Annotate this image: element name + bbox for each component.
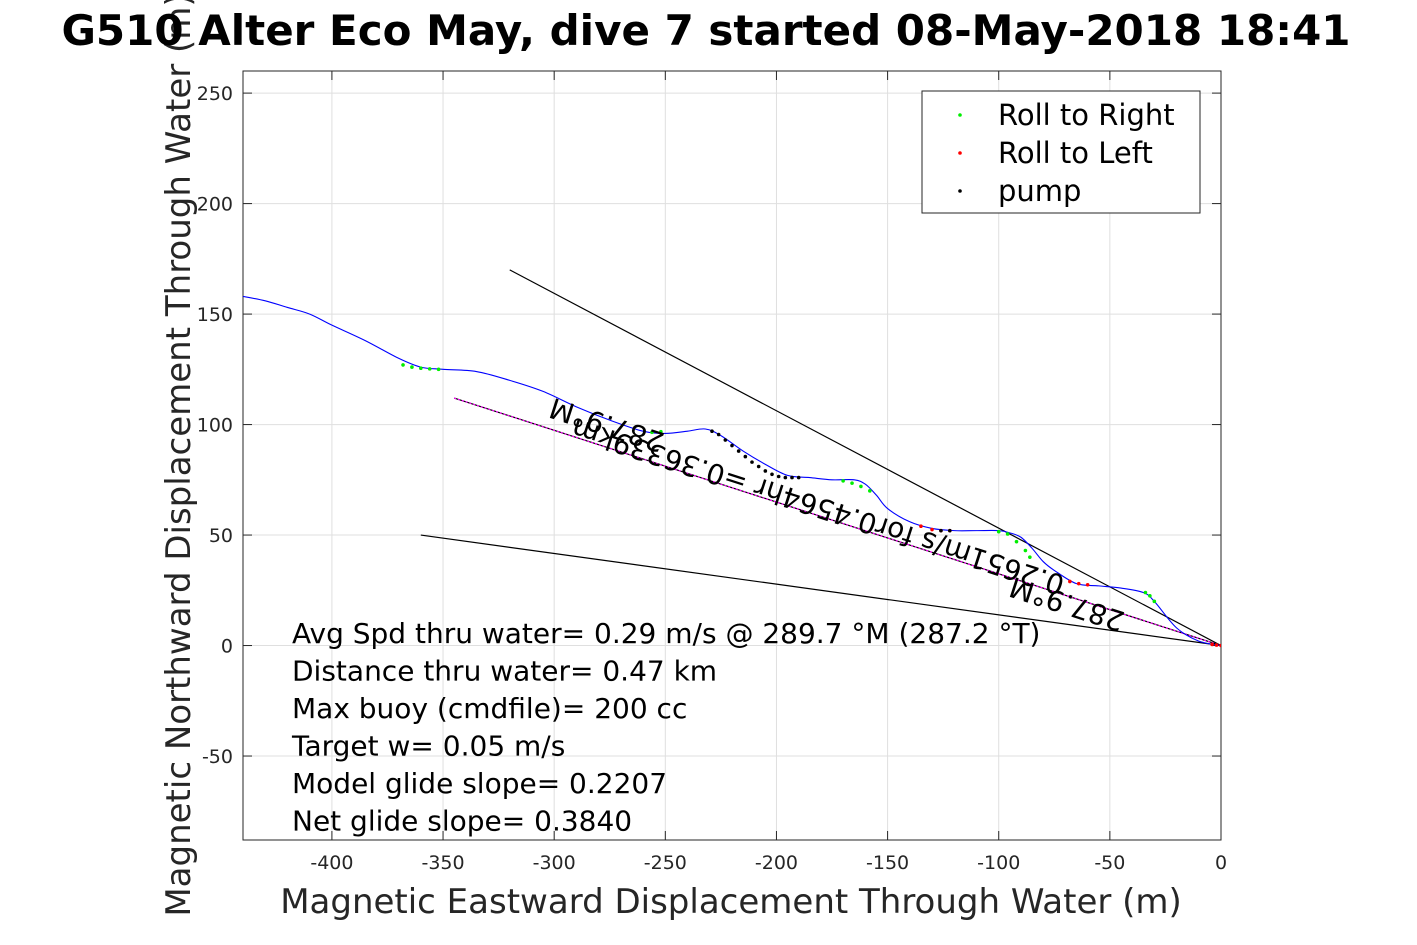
pump-point (750, 460, 754, 464)
stats-line: Max buoy (cmdfile)= 200 cc (292, 692, 687, 725)
roll-left-point (1214, 643, 1219, 647)
y-tick-label: 100 (197, 415, 233, 437)
y-tick-label: 250 (197, 83, 233, 105)
x-tick-label: 0 (1215, 852, 1227, 874)
roll-right-point (1023, 548, 1028, 553)
upper-bound-line (509, 269, 1221, 647)
y-tick-label: 0 (221, 636, 233, 658)
legend-marker-roll-right (958, 113, 962, 117)
y-tick-label: -50 (202, 746, 233, 768)
legend: Roll to Right Roll to Left pump (921, 90, 1201, 214)
pump-point (710, 429, 714, 433)
roll-right-point (1005, 532, 1010, 536)
pump-point (770, 472, 774, 477)
stats-line: Distance thru water= 0.47 km (292, 655, 717, 688)
pump-point (756, 464, 761, 469)
stats-block: Avg Spd thru water= 0.29 m/s @ 289.7 °M … (291, 617, 1040, 838)
x-tick-label: -150 (866, 852, 909, 874)
roll-left-point (1076, 581, 1081, 586)
y-tick-label: 50 (209, 525, 233, 547)
plot-content (243, 269, 1221, 648)
y-tick-label: 200 (197, 194, 233, 216)
pump-point (723, 438, 728, 442)
roll-left-point (930, 527, 934, 532)
pump-point (716, 432, 721, 437)
lower-bound-line (420, 534, 1221, 647)
stats-line: Net glide slope= 0.3840 (292, 805, 632, 838)
roll-right-point (1143, 590, 1148, 595)
pump-point (736, 449, 741, 453)
x-tick-label: -400 (310, 852, 353, 874)
roll-right-point (859, 484, 863, 489)
x-tick-label: -50 (1094, 852, 1125, 874)
x-tick-label: -200 (755, 852, 798, 874)
roll-right-point (410, 365, 414, 369)
pump-point (783, 475, 788, 480)
roll-right-point (1148, 594, 1152, 598)
roll-right-point (436, 367, 441, 372)
legend-label-roll-right: Roll to Right (998, 98, 1175, 132)
y-tick-label: 150 (197, 304, 233, 326)
x-tick-labels: -400 -350 -300 -250 -200 -150 -100 -50 0 (310, 852, 1227, 874)
roll-right-point (996, 529, 1001, 534)
roll-right-point (1028, 555, 1032, 559)
roll-right-point (401, 363, 405, 367)
stats-line: Model glide slope= 0.2207 (292, 767, 667, 800)
legend-marker-pump (958, 189, 962, 193)
legend-marker-roll-left (958, 151, 962, 155)
y-tick-labels: -50 0 50 100 150 200 250 (197, 83, 233, 768)
x-tick-label: -350 (421, 852, 464, 874)
roll-right-point (1152, 599, 1157, 604)
roll-left-point (1219, 643, 1221, 648)
roll-left-point (1068, 579, 1072, 584)
stats-line: Avg Spd thru water= 0.29 m/s @ 289.7 °M … (292, 617, 1040, 650)
pump-point (743, 454, 748, 459)
x-tick-label: -100 (977, 852, 1020, 874)
pump-point (763, 469, 768, 473)
roll-right-point (419, 366, 423, 371)
chart-title: G510 Alter Eco May, dive 7 started 08-Ma… (61, 6, 1350, 55)
tick-marks (243, 71, 1222, 840)
mean-track-line (453, 397, 1221, 647)
roll-left-point (919, 524, 923, 529)
legend-box (921, 90, 1201, 214)
stats-line: Target w= 0.05 m/s (291, 730, 565, 763)
axes-frame (242, 70, 1222, 841)
pump-point (730, 443, 734, 448)
pump-point (790, 475, 794, 480)
x-tick-label: -250 (644, 852, 687, 874)
roll-right-point (868, 489, 872, 493)
legend-label-pump: pump (998, 174, 1081, 208)
roll-right-point (659, 429, 663, 434)
roll-right-point (427, 367, 432, 371)
roll-left-point (1085, 582, 1090, 587)
pump-point (776, 474, 781, 479)
roll-right-point (841, 479, 845, 483)
legend-label-roll-left: Roll to Left (998, 136, 1153, 170)
x-tick-label: -300 (533, 852, 576, 874)
pump-point (796, 475, 801, 480)
roll-right-point (1014, 539, 1019, 544)
roll-left-point (1210, 642, 1214, 647)
pump-point (939, 528, 943, 533)
pump-point (948, 528, 952, 533)
roll-right-point (650, 430, 654, 435)
x-axis-label: Magnetic Eastward Displacement Through W… (280, 882, 1182, 922)
roll-pump-markers (401, 363, 1221, 648)
y-axis-label: Magnetic Northward Displacement Through … (159, 0, 199, 917)
roll-right-point (850, 481, 854, 485)
